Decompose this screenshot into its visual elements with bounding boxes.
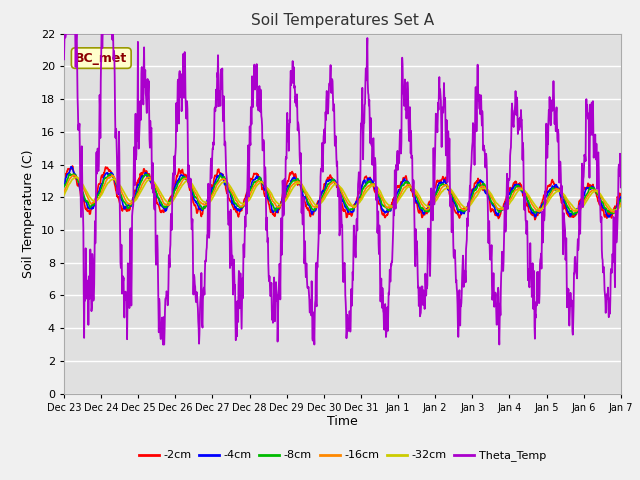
-8cm [502, 202, 509, 207]
-32cm [246, 195, 254, 201]
-32cm [551, 190, 559, 196]
-8cm [184, 178, 192, 184]
-4cm [246, 184, 254, 190]
-4cm [502, 201, 509, 206]
-4cm [551, 182, 559, 188]
Title: Soil Temperatures Set A: Soil Temperatures Set A [251, 13, 434, 28]
-16cm [429, 201, 437, 207]
-4cm [605, 214, 612, 220]
-2cm [184, 180, 192, 185]
-16cm [610, 209, 618, 215]
Y-axis label: Soil Temperature (C): Soil Temperature (C) [22, 149, 35, 278]
Line: -2cm: -2cm [64, 166, 621, 220]
-2cm [502, 196, 509, 202]
-8cm [67, 171, 74, 177]
Text: BC_met: BC_met [75, 51, 127, 65]
Theta_Temp [552, 111, 559, 117]
Theta_Temp [429, 145, 437, 151]
-2cm [68, 163, 76, 169]
-4cm [429, 194, 437, 200]
-16cm [551, 187, 559, 192]
Line: -4cm: -4cm [64, 167, 621, 217]
-16cm [60, 190, 68, 195]
Theta_Temp [60, 57, 68, 62]
-32cm [72, 175, 79, 180]
-32cm [184, 178, 192, 184]
-8cm [570, 212, 577, 217]
Theta_Temp [185, 162, 193, 168]
-32cm [610, 207, 618, 213]
-16cm [184, 176, 192, 182]
-2cm [552, 183, 559, 189]
-2cm [531, 217, 539, 223]
Theta_Temp [61, 31, 68, 36]
-32cm [60, 192, 68, 198]
-8cm [246, 187, 254, 193]
Theta_Temp [247, 104, 255, 110]
-32cm [617, 203, 625, 208]
Line: -16cm: -16cm [64, 175, 621, 212]
-2cm [617, 192, 625, 198]
-2cm [171, 181, 179, 187]
-16cm [70, 172, 77, 178]
-2cm [60, 175, 68, 180]
-16cm [171, 193, 179, 199]
-32cm [429, 201, 437, 207]
-2cm [246, 176, 254, 181]
Theta_Temp [502, 208, 510, 214]
X-axis label: Time: Time [327, 415, 358, 429]
-8cm [429, 197, 437, 203]
-4cm [617, 194, 625, 200]
-4cm [171, 185, 179, 191]
-32cm [171, 195, 179, 201]
-8cm [171, 188, 179, 193]
Line: Theta_Temp: Theta_Temp [64, 34, 621, 345]
-8cm [60, 184, 68, 190]
-4cm [67, 164, 75, 169]
-16cm [502, 204, 509, 210]
Legend: -2cm, -4cm, -8cm, -16cm, -32cm, Theta_Temp: -2cm, -4cm, -8cm, -16cm, -32cm, Theta_Te… [134, 446, 550, 466]
-4cm [184, 178, 192, 183]
Theta_Temp [617, 184, 625, 190]
-2cm [429, 192, 437, 197]
Theta_Temp [159, 342, 167, 348]
-16cm [617, 201, 625, 206]
-32cm [502, 204, 509, 210]
Theta_Temp [172, 155, 179, 160]
-16cm [246, 191, 254, 196]
-8cm [551, 187, 559, 192]
-4cm [60, 183, 68, 189]
-8cm [617, 197, 625, 203]
Line: -32cm: -32cm [64, 178, 621, 210]
Line: -8cm: -8cm [64, 174, 621, 215]
